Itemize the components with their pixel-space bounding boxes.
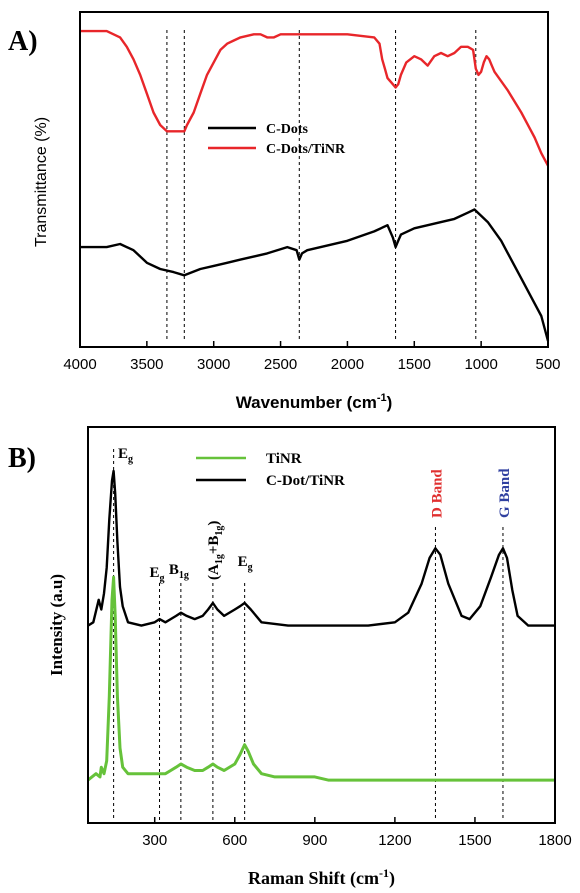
series-line-tinr (87, 575, 555, 782)
peak-label-base: B (169, 562, 179, 578)
peak-label-sub: g (248, 562, 253, 573)
peak-label: G Band (497, 468, 513, 518)
panel-label: A) (8, 26, 38, 57)
peak-label-base: E (118, 446, 128, 462)
peak-label-sub: g (128, 454, 133, 465)
peak-label: Eg (118, 446, 133, 465)
legend-label-tinr: TiNR (266, 451, 302, 467)
y-axis-label: Transmittance (%) (33, 117, 50, 247)
peak-label-sub: g (160, 573, 165, 584)
series-line-c-dots (80, 208, 550, 342)
y-axis-label: Intensity (a.u) (47, 574, 66, 676)
x-tick-label: 600 (222, 832, 247, 849)
peak-label-sub: 1g (214, 554, 225, 564)
peak-label: (A1g+B1g) (206, 521, 225, 580)
peak-label-sub2: 1g (214, 526, 225, 536)
panel-b: B) 300 600 900 1200 1500 1800 Raman Shift (cm-1… (8, 426, 572, 889)
x-tick-label: 300 (142, 832, 167, 849)
legend-label-c-dots-tinr: C-Dots/TiNR (266, 142, 346, 157)
x-tick-label: 4000 (63, 356, 96, 373)
peak-label-base: E (238, 554, 248, 570)
legend-label-c-dots: C-Dots (266, 122, 309, 137)
peak-label: B1g (169, 562, 189, 581)
peak-label-tail: ) (206, 521, 222, 526)
x-tick-label: 3000 (197, 356, 230, 373)
plot-frame (79, 11, 549, 348)
x-axis-label-sup: -1 (377, 392, 387, 404)
x-tick-label: 1500 (398, 356, 431, 373)
panel-label: B) (8, 443, 36, 474)
panel-a: A) 4000 3500 3000 2500 2000 1500 1000 500 Wavenum… (8, 11, 561, 412)
x-axis-label: Wavenumber (cm-1) (236, 392, 393, 412)
x-tick-label: 1800 (538, 832, 571, 849)
x-axis-label-text: Raman Shift (cm (248, 868, 379, 889)
x-axis-label-text: Wavenumber (cm (236, 393, 377, 412)
peak-label: Eg (150, 565, 165, 584)
x-tick-label: 900 (302, 832, 327, 849)
x-axis-label: Raman Shift (cm-1) (248, 866, 395, 889)
peak-label-base: G Band (497, 468, 513, 518)
x-tick-label: 1200 (378, 832, 411, 849)
x-axis-label-tail: ) (389, 868, 395, 889)
plot-frame (87, 426, 556, 824)
x-tick-label: 2000 (331, 356, 364, 373)
x-tick-label: 2500 (264, 356, 297, 373)
x-axis-label-sup: -1 (379, 866, 389, 880)
peak-label-base: E (150, 565, 160, 581)
peak-label-base: (A (206, 564, 222, 580)
x-axis-label-tail: ) (387, 393, 393, 412)
peak-label: Eg (238, 554, 253, 573)
peak-label-mid: +B (206, 536, 222, 555)
peak-label: D Band (429, 469, 445, 518)
legend-label-c-dot-tinr: C-Dot/TiNR (266, 473, 345, 489)
x-tick-label: 500 (535, 356, 560, 373)
series-line-c-dot-tinr (87, 469, 555, 627)
x-tick-label: 1000 (464, 356, 497, 373)
x-tick-label: 3500 (130, 356, 163, 373)
peak-label-sub: 1g (179, 570, 189, 581)
peak-label-base: D Band (429, 469, 445, 518)
x-tick-label: 1500 (458, 832, 491, 849)
series-line-c-dots-tinr (80, 29, 550, 167)
